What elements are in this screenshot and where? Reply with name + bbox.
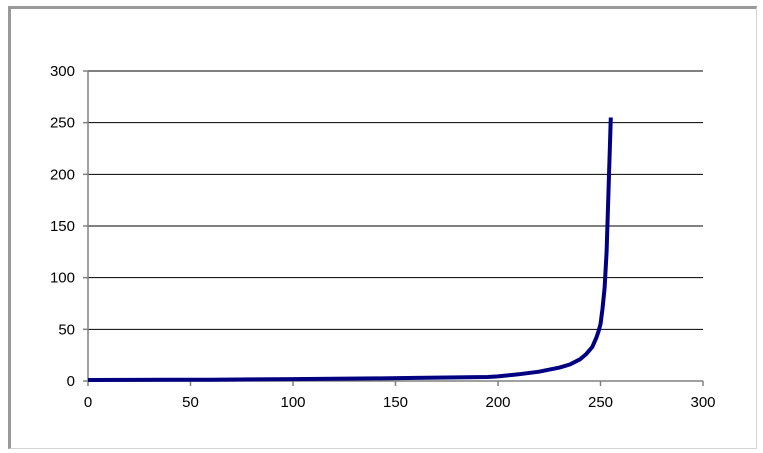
y-tick-label: 100 (50, 270, 75, 287)
x-tick-label: 200 (485, 394, 510, 411)
x-tick-label: 50 (182, 394, 199, 411)
x-tick-labels: 0 50 100 150 200 250 300 (84, 394, 716, 411)
y-tick-label: 50 (58, 321, 75, 338)
y-tick-labels: 0 50 100 150 200 250 300 (50, 63, 75, 390)
y-tick-label: 250 (50, 115, 75, 132)
x-tick-label: 150 (383, 394, 408, 411)
chart-frame (8, 6, 757, 449)
y-tick-label: 300 (50, 63, 75, 80)
x-tick-label: 250 (588, 394, 613, 411)
y-tick-label: 200 (50, 166, 75, 183)
x-tick-label: 300 (690, 394, 715, 411)
y-tick-label: 0 (67, 373, 75, 390)
x-tick-label: 0 (84, 394, 92, 411)
series-line-0 (87, 117, 613, 382)
y-tick-label: 150 (50, 218, 75, 235)
gridlines (88, 70, 703, 330)
axes (83, 70, 704, 386)
x-tick-label: 100 (280, 394, 305, 411)
series-group (87, 117, 613, 382)
